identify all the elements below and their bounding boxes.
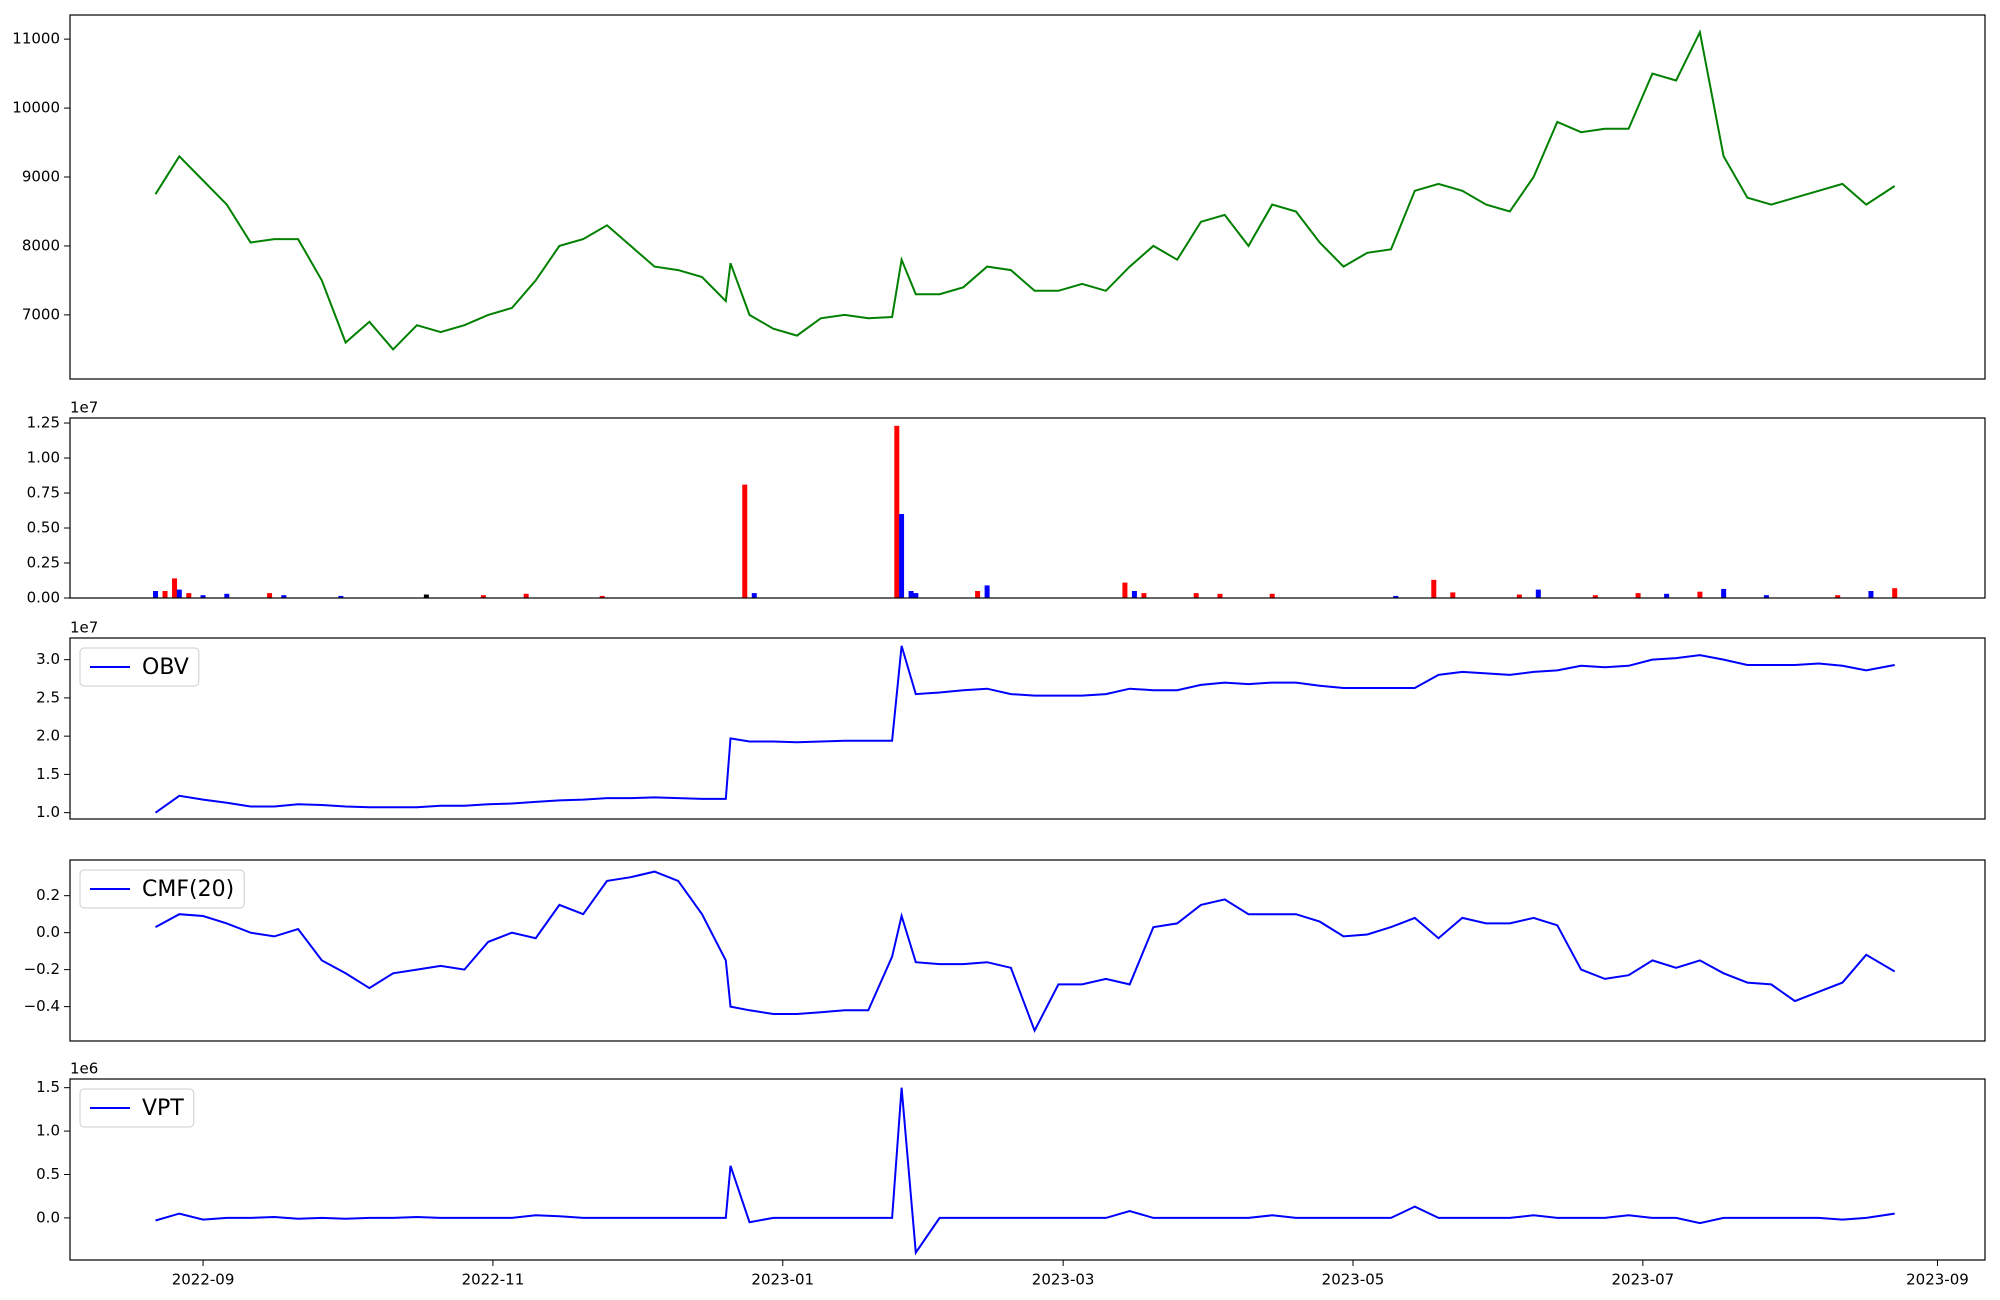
legend-label: OBV — [142, 655, 189, 680]
bar — [913, 593, 919, 598]
bar — [1516, 594, 1522, 598]
bar — [1217, 593, 1223, 598]
y-tick-label: 0.00 — [27, 589, 60, 607]
line — [154, 645, 1895, 814]
bar — [480, 595, 486, 598]
bar — [1122, 582, 1128, 598]
offset-label: 1e7 — [70, 619, 98, 637]
legend-box — [79, 869, 245, 909]
bar — [186, 593, 192, 598]
x-tick-label: 2023-09 — [1906, 1271, 1969, 1289]
bar — [984, 585, 990, 598]
x-tick-label: 2023-05 — [1322, 1271, 1385, 1289]
bar — [1141, 593, 1147, 598]
bar — [742, 484, 748, 598]
bar — [172, 578, 178, 598]
bar — [908, 591, 914, 598]
bar — [751, 593, 757, 598]
bar — [1892, 588, 1898, 598]
y-tick-label: 0.75 — [27, 484, 60, 502]
bar — [1535, 589, 1541, 598]
axes-frame — [69, 1078, 1986, 1261]
bar — [1763, 595, 1769, 598]
line — [154, 29, 1896, 351]
y-tick-label: 1.00 — [27, 449, 60, 467]
y-tick-label: 1.5 — [36, 1078, 60, 1096]
y-tick-label: 1.25 — [27, 414, 60, 432]
legend-box — [79, 647, 200, 687]
bar — [1697, 591, 1703, 598]
axes-frame — [69, 417, 1986, 599]
bar — [599, 595, 605, 598]
y-tick-label: 0.0 — [36, 923, 60, 941]
bar — [1835, 595, 1841, 598]
bar — [1269, 593, 1275, 598]
y-tick-label: 10000 — [12, 99, 60, 117]
y-tick-label: 8000 — [22, 236, 60, 254]
y-tick-label: 3.0 — [36, 650, 60, 668]
bar — [338, 595, 344, 598]
legend-label: CMF(20) — [142, 877, 234, 902]
y-tick-label: 7000 — [22, 305, 60, 323]
y-tick-label: −0.4 — [24, 997, 60, 1015]
bar — [1193, 593, 1199, 598]
legend-label: VPT — [142, 1096, 184, 1121]
y-tick-label: 2.0 — [36, 727, 60, 745]
y-tick-label: 9000 — [22, 168, 60, 186]
x-tick-label: 2023-03 — [1032, 1271, 1095, 1289]
bar — [224, 593, 230, 598]
x-tick-label: 2022-09 — [172, 1271, 235, 1289]
bar — [1393, 595, 1399, 598]
bar — [423, 594, 429, 598]
bar — [975, 591, 981, 598]
y-tick-label: 0.50 — [27, 519, 60, 537]
x-tick-label: 2023-01 — [751, 1271, 814, 1289]
line — [155, 1087, 1895, 1256]
line — [155, 870, 1896, 1034]
y-tick-label: 1.0 — [36, 1122, 60, 1140]
bar — [200, 595, 206, 598]
y-tick-label: 2.5 — [36, 688, 60, 706]
y-tick-label: 0.25 — [27, 554, 60, 572]
offset-label: 1e6 — [70, 1060, 98, 1078]
bar — [1664, 593, 1670, 598]
y-tick-label: 0.2 — [36, 886, 60, 904]
bar — [267, 593, 273, 598]
y-tick-label: 11000 — [12, 30, 60, 48]
bar — [281, 595, 287, 598]
bar — [523, 593, 529, 598]
bar — [153, 591, 159, 598]
y-tick-label: 0.5 — [36, 1165, 60, 1183]
axes-frame — [69, 14, 1986, 380]
legend-box — [79, 1088, 195, 1128]
bar — [1592, 595, 1598, 598]
offset-label: 1e7 — [70, 399, 98, 417]
bar — [1721, 588, 1727, 598]
bar — [1635, 593, 1641, 598]
y-tick-label: 1.5 — [36, 765, 60, 783]
bar — [894, 425, 900, 598]
bar — [1431, 579, 1437, 598]
axes-frame — [69, 637, 1986, 820]
bar — [899, 514, 905, 598]
x-tick-label: 2022-11 — [462, 1271, 525, 1289]
bar — [176, 589, 182, 598]
bar — [1450, 592, 1456, 598]
bar — [1868, 591, 1874, 598]
x-tick-label: 2023-07 — [1612, 1271, 1675, 1289]
bar — [1131, 591, 1137, 598]
y-tick-label: 0.0 — [36, 1208, 60, 1226]
axes-frame — [69, 859, 1986, 1042]
y-tick-label: 1.0 — [36, 803, 60, 821]
y-tick-label: −0.2 — [24, 960, 60, 978]
bar — [162, 591, 168, 598]
